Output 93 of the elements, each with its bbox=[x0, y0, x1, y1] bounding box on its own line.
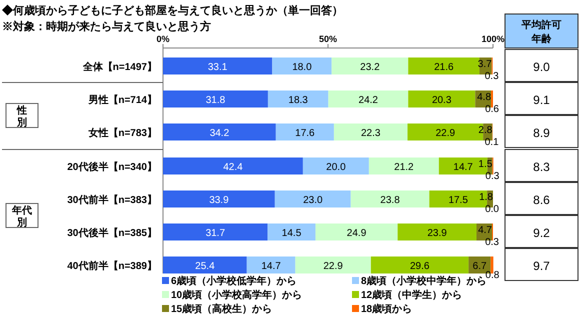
data-label: 18.0 bbox=[292, 62, 312, 73]
bar bbox=[408, 90, 476, 108]
y-tick-label: 40代前半【n=389】 bbox=[67, 260, 157, 272]
y-tick-label: 30代前半【n=383】 bbox=[67, 194, 157, 206]
data-label: 24.2 bbox=[358, 95, 378, 106]
text: 9.7 bbox=[533, 259, 550, 273]
data-label: 23.0 bbox=[303, 195, 323, 206]
text: 年代別 bbox=[11, 204, 32, 228]
data-label: 1.5 bbox=[478, 159, 493, 170]
bar bbox=[350, 190, 430, 208]
data-label: 29.6 bbox=[410, 261, 430, 272]
data-label: 14.5 bbox=[282, 228, 302, 239]
data-label: 21.2 bbox=[394, 162, 414, 173]
legend-label: 8歳頃（小学校中学年）から bbox=[361, 275, 487, 287]
data-label: 0.8 bbox=[485, 270, 500, 281]
y-tick-label: 男性【n=714】 bbox=[87, 94, 157, 106]
bar bbox=[332, 58, 408, 74]
data-label: 1.8 bbox=[479, 192, 494, 203]
data-label: 17.6 bbox=[295, 128, 316, 139]
bar bbox=[163, 58, 272, 74]
text: 9.0 bbox=[533, 60, 550, 74]
chart-title: ◆何歳頃から子どもに子ども部屋を与えて良いと思うか（単一回答） bbox=[2, 4, 343, 17]
data-label: 0.3 bbox=[485, 237, 500, 248]
chart-subtitle: ※対象：時期が来たら与えて良いと思う方 bbox=[2, 20, 211, 33]
bar bbox=[398, 224, 476, 240]
data-label: 23.9 bbox=[427, 228, 448, 239]
data-label: 0.0 bbox=[485, 204, 500, 215]
bar bbox=[408, 58, 480, 74]
bar bbox=[163, 90, 268, 108]
data-label: 24.9 bbox=[346, 228, 367, 239]
data-label: 33.1 bbox=[208, 62, 228, 73]
y-tick-label: 20代後半【n=340】 bbox=[67, 161, 157, 173]
bar bbox=[163, 190, 275, 208]
bar bbox=[370, 256, 469, 274]
bar bbox=[276, 124, 334, 140]
x-tick-label: 0% bbox=[156, 34, 170, 44]
bar bbox=[302, 158, 369, 174]
x-tick-label: 100% bbox=[481, 34, 505, 44]
data-label: 31.7 bbox=[206, 228, 226, 239]
text: 平均許可年齢 bbox=[520, 19, 562, 45]
text: 9.2 bbox=[533, 226, 550, 240]
data-label: 14.7 bbox=[261, 261, 282, 272]
legend-label: 10歳頃（小学校高学年）から bbox=[171, 289, 302, 301]
text: 性別 bbox=[16, 104, 27, 128]
data-label: 23.2 bbox=[360, 62, 380, 73]
bar bbox=[163, 224, 268, 240]
text: 8.3 bbox=[533, 160, 550, 174]
data-label: 0.3 bbox=[485, 171, 500, 182]
data-label: 31.8 bbox=[206, 95, 226, 106]
bar bbox=[268, 90, 328, 108]
bar bbox=[163, 158, 303, 174]
bar bbox=[163, 124, 276, 140]
bar bbox=[328, 90, 408, 108]
data-label: 4.7 bbox=[478, 225, 492, 236]
data-label: 23.8 bbox=[380, 195, 400, 206]
data-label: 14.7 bbox=[453, 162, 474, 173]
legend-label: 12歳頃（中学生）から bbox=[361, 289, 462, 301]
bar bbox=[274, 190, 351, 208]
bar bbox=[334, 124, 408, 140]
data-label: 0.3 bbox=[484, 71, 500, 82]
data-label: 4.8 bbox=[477, 92, 492, 103]
bar bbox=[368, 158, 439, 174]
data-label: 42.4 bbox=[223, 162, 244, 173]
y-tick-label: 女性【n=783】 bbox=[87, 127, 157, 139]
data-label: 25.4 bbox=[195, 261, 216, 272]
text: 8.9 bbox=[533, 126, 550, 140]
data-label: 34.2 bbox=[210, 128, 230, 139]
x-tick-label: 50% bbox=[318, 34, 338, 44]
data-label: 6.7 bbox=[472, 261, 488, 272]
data-label: 33.9 bbox=[209, 195, 230, 206]
legend-label: 18歳頃から bbox=[361, 303, 412, 315]
data-label: 22.3 bbox=[361, 128, 381, 139]
data-label: 18.3 bbox=[288, 95, 308, 106]
bar bbox=[163, 256, 247, 274]
y-tick-label: 30代後半【n=385】 bbox=[67, 227, 157, 239]
bar bbox=[246, 256, 296, 274]
bar bbox=[315, 224, 398, 240]
legend-label: 6歳頃（小学校低学年）から bbox=[171, 275, 297, 287]
bar bbox=[295, 256, 371, 274]
bar bbox=[272, 58, 332, 74]
data-label: 22.9 bbox=[323, 261, 344, 272]
text: 9.1 bbox=[533, 93, 550, 107]
y-tick-label: 全体【n=1497】 bbox=[82, 61, 157, 73]
data-label: 21.6 bbox=[434, 62, 454, 73]
data-label: 22.9 bbox=[436, 128, 456, 139]
data-label: 0.1 bbox=[484, 137, 500, 148]
data-label: 17.5 bbox=[448, 195, 468, 206]
data-label: 0.6 bbox=[485, 104, 500, 115]
data-label: 20.3 bbox=[432, 95, 452, 106]
bar bbox=[268, 224, 316, 240]
legend-label: 15歳頃（高校生）から bbox=[171, 303, 272, 315]
text: 8.6 bbox=[533, 193, 550, 207]
data-label: 20.0 bbox=[326, 162, 346, 173]
